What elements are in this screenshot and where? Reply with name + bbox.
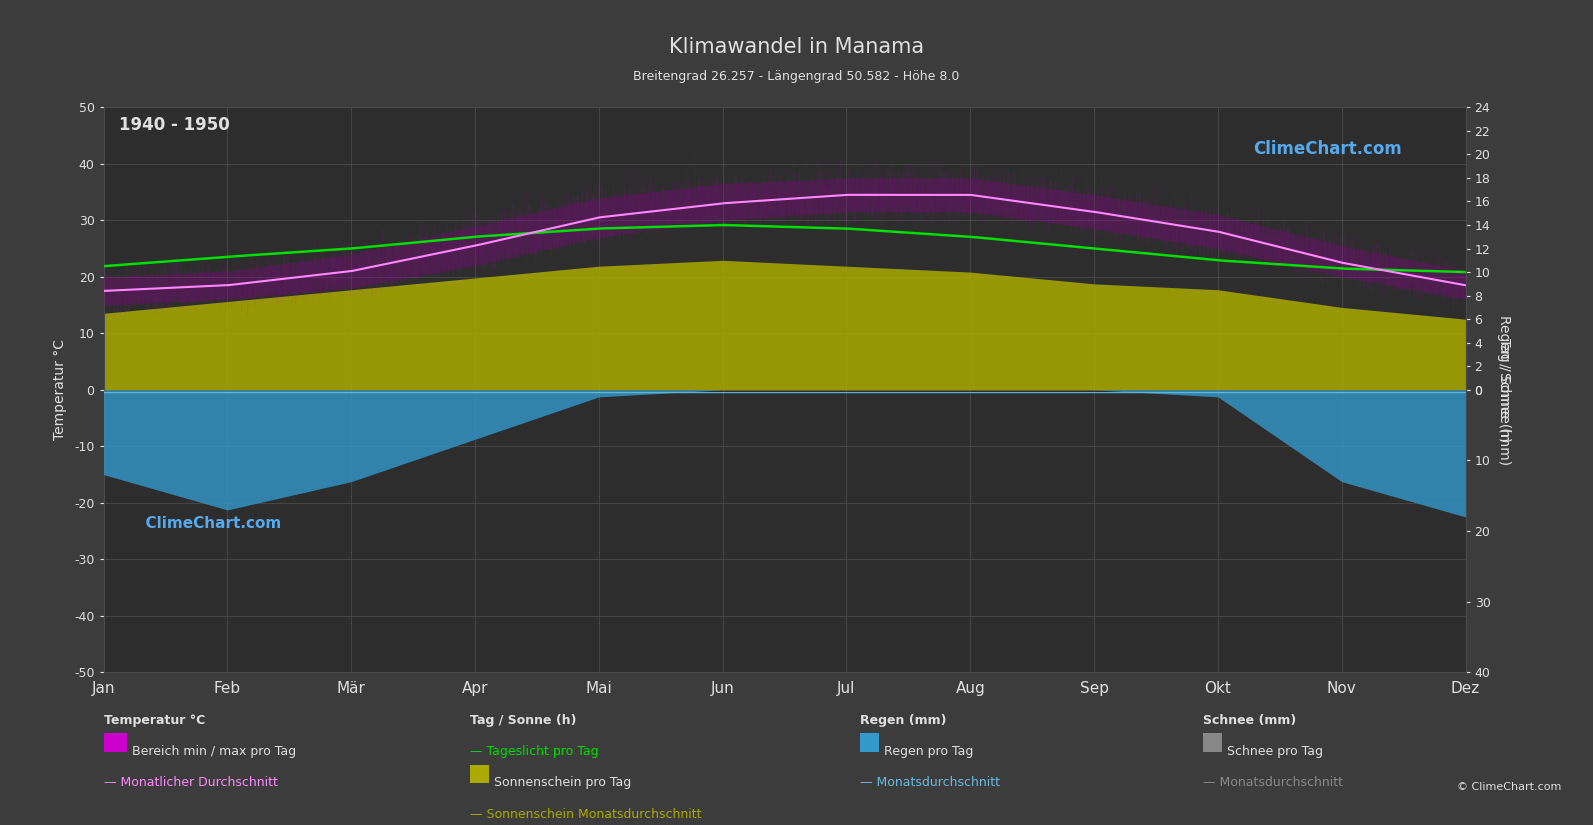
Y-axis label: Regen / Schnee (mm): Regen / Schnee (mm): [1497, 315, 1512, 464]
Text: ClimeChart.com: ClimeChart.com: [1254, 140, 1402, 158]
Text: Tag / Sonne (h): Tag / Sonne (h): [470, 714, 577, 727]
Text: © ClimeChart.com: © ClimeChart.com: [1456, 782, 1561, 792]
Text: ClimeChart.com: ClimeChart.com: [135, 516, 282, 531]
Text: — Monatlicher Durchschnitt: — Monatlicher Durchschnitt: [104, 776, 277, 790]
Text: Regen (mm): Regen (mm): [860, 714, 946, 727]
Text: Klimawandel in Manama: Klimawandel in Manama: [669, 37, 924, 57]
Text: — Sonnenschein Monatsdurchschnitt: — Sonnenschein Monatsdurchschnitt: [470, 808, 701, 821]
Text: Temperatur °C: Temperatur °C: [104, 714, 205, 727]
Text: Breitengrad 26.257 - Längengrad 50.582 - Höhe 8.0: Breitengrad 26.257 - Längengrad 50.582 -…: [634, 70, 959, 83]
Y-axis label: Temperatur °C: Temperatur °C: [53, 339, 67, 441]
Text: — Tageslicht pro Tag: — Tageslicht pro Tag: [470, 745, 599, 758]
Y-axis label: Tag / Sonne (h): Tag / Sonne (h): [1497, 337, 1512, 442]
Text: Regen pro Tag: Regen pro Tag: [884, 745, 973, 758]
Text: 1940 - 1950: 1940 - 1950: [119, 116, 231, 134]
Text: — Monatsdurchschnitt: — Monatsdurchschnitt: [860, 776, 1000, 790]
Text: Bereich min / max pro Tag: Bereich min / max pro Tag: [132, 745, 296, 758]
Text: Schnee pro Tag: Schnee pro Tag: [1227, 745, 1322, 758]
Text: — Monatsdurchschnitt: — Monatsdurchschnitt: [1203, 776, 1343, 790]
Text: Schnee (mm): Schnee (mm): [1203, 714, 1297, 727]
Text: Sonnenschein pro Tag: Sonnenschein pro Tag: [494, 776, 631, 790]
